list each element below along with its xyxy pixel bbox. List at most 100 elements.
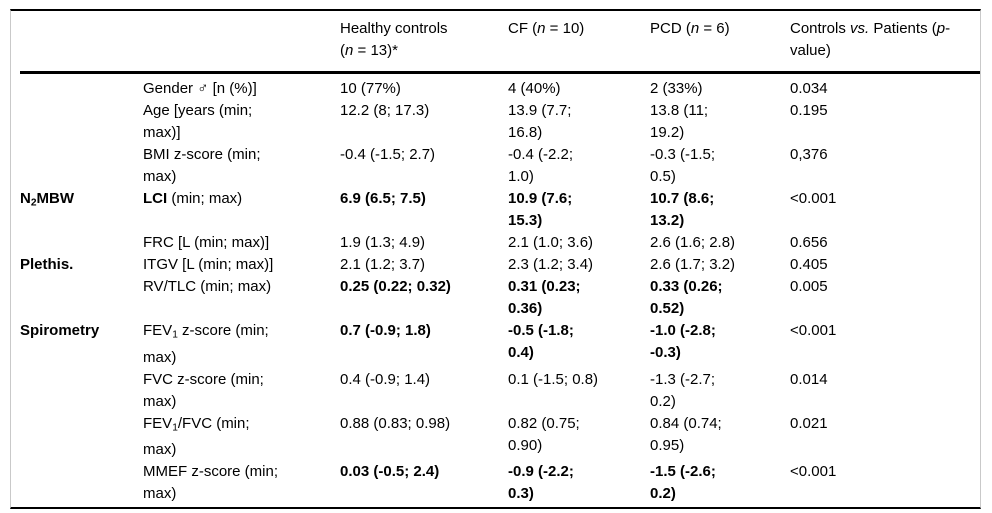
cell-pcd: 0.84 (0.74; 0.95)	[650, 413, 790, 462]
cell-healthy-controls: 0.03 (-0.5; 2.4)	[340, 461, 508, 505]
text-segment: 0.84 (0.74; 0.95)	[650, 414, 722, 454]
cell-pcd: -1.5 (-2.6; 0.2)	[650, 461, 790, 505]
cell-p-value: <0.001	[790, 461, 980, 505]
cell-group-label	[20, 144, 143, 188]
cell-p-value: <0.001	[790, 320, 980, 369]
text-segment: FRC [L (min; max)]	[143, 234, 270, 251]
cell-p-value: 0.656	[790, 232, 980, 254]
text-segment: 2.3 (1.2; 3.4)	[508, 256, 594, 273]
cell-parameter: FVC z-score (min; max)	[143, 369, 340, 413]
cell-pcd: 2.6 (1.7; 3.2)	[650, 254, 790, 276]
text-segment: <0.001	[790, 190, 837, 207]
text-segment: 4 (40%)	[508, 80, 561, 97]
text-segment: p	[936, 20, 946, 37]
column-header-healthy: Healthy controls (n = 13)*	[340, 18, 508, 62]
text-segment: 0.021	[790, 414, 828, 432]
text-segment: LCI	[143, 190, 168, 207]
subscript-text: 1	[172, 422, 178, 434]
subscript-text: 1	[172, 329, 178, 341]
table-row: Age [years (min; max)] 12.2 (8; 17.3) 13.9…	[20, 100, 980, 144]
cell-cf: 4 (40%)	[508, 78, 650, 100]
cell-parameter: FEV1 z-score (min; max)	[143, 320, 340, 369]
text-segment: -0.5 (-1.8; 0.4)	[508, 322, 574, 361]
cell-healthy-controls: 2.1 (1.2; 3.7)	[340, 254, 508, 276]
text-segment: Spirometry	[20, 322, 100, 339]
text-segment: 0.33 (0.26; 0.52)	[650, 278, 723, 317]
table-row: BMI z-score (min; max) -0.4 (-1.5; 2.7) -0…	[20, 144, 980, 188]
text-segment: Controls	[790, 20, 851, 37]
text-segment: 12.2 (8; 17.3)	[340, 102, 430, 119]
text-segment: BMI z-score (min; max)	[143, 146, 261, 185]
text-segment: 0.4 (-0.9; 1.4)	[340, 370, 431, 388]
text-segment: Healthy controls (	[340, 20, 448, 59]
cell-p-value: 0.034	[790, 78, 980, 100]
text-segment: 10.7 (8.6; 13.2)	[650, 190, 715, 229]
text-segment: Age [years (min; max)]	[143, 102, 253, 141]
table-body: Gender ♂ [n (%)] 10 (77%) 4 (40%) 2 (33%) 0.…	[20, 74, 980, 507]
text-segment: -0.9 (-2.2; 0.3)	[508, 463, 574, 503]
text-segment: -0.3 (-1.5; 0.5)	[650, 146, 716, 185]
cell-group-label	[20, 100, 143, 144]
text-segment: 0.25 (0.22; 0.32)	[340, 278, 451, 295]
cell-healthy-controls: 0.4 (-0.9; 1.4)	[340, 369, 508, 413]
cell-healthy-controls: 12.2 (8; 17.3)	[340, 100, 508, 144]
text-segment: -1.5 (-2.6; 0.2)	[650, 463, 716, 503]
text-segment: ITGV [L (min; max)]	[143, 256, 274, 273]
text-segment: FVC z-score (min; max)	[143, 370, 264, 410]
cell-parameter: RV/TLC (min; max)	[143, 276, 340, 320]
cell-group-label	[20, 369, 143, 413]
text-segment: 0.656	[790, 234, 828, 251]
table-row: MMEF z-score (min; max) 0.03 (-0.5; 2.4) -…	[20, 461, 980, 505]
cell-p-value: 0.021	[790, 413, 980, 462]
text-segment: 2.1 (1.0; 3.6)	[508, 234, 594, 251]
column-header-pcd: PCD (n = 6)	[650, 18, 790, 62]
text-segment: CF (	[508, 20, 538, 37]
cell-healthy-controls: 1.9 (1.3; 4.9)	[340, 232, 508, 254]
table-row: N2MBW LCI (min; max) 6.9 (6.5; 7.5) 10.9 (7…	[20, 188, 980, 232]
text-segment: 0,376	[790, 146, 828, 163]
column-header-pvalue: Controls vs. Patients (p- value)	[790, 18, 980, 62]
cell-group-label	[20, 78, 143, 100]
text-segment: MBW	[36, 190, 75, 207]
cell-cf: 10.9 (7.6; 15.3)	[508, 188, 650, 232]
text-segment: 0.195	[790, 102, 828, 119]
cell-p-value: <0.001	[790, 188, 980, 232]
cell-pcd: -0.3 (-1.5; 0.5)	[650, 144, 790, 188]
cell-group-label	[20, 461, 143, 505]
cell-group-label	[20, 276, 143, 320]
text-segment: n	[690, 20, 700, 37]
cell-group-label: N2MBW	[20, 188, 143, 232]
text-segment: 10 (77%)	[340, 80, 401, 97]
cell-cf: -0.9 (-2.2; 0.3)	[508, 461, 650, 505]
text-segment: 0.034	[790, 80, 828, 97]
text-segment: 6.9 (6.5; 7.5)	[340, 190, 426, 207]
subscript-text: 2	[30, 197, 37, 209]
text-segment: 0.005	[790, 278, 828, 295]
cell-parameter: FEV1/FVC (min; max)	[143, 413, 340, 462]
text-segment: <0.001	[790, 322, 837, 339]
cell-cf: 2.3 (1.2; 3.4)	[508, 254, 650, 276]
cell-p-value: 0.014	[790, 369, 980, 413]
text-segment: <0.001	[790, 463, 837, 481]
table-row: RV/TLC (min; max) 0.25 (0.22; 0.32) 0.31 (…	[20, 276, 980, 320]
cell-cf: 0.82 (0.75; 0.90)	[508, 413, 650, 462]
cell-pcd: -1.3 (-2.7; 0.2)	[650, 369, 790, 413]
cell-pcd: 2 (33%)	[650, 78, 790, 100]
text-segment: 10.9 (7.6; 15.3)	[508, 190, 573, 229]
table-row: FRC [L (min; max)] 1.9 (1.3; 4.9) 2.1 (1.0…	[20, 232, 980, 254]
text-segment: -0.4 (-1.5; 2.7)	[340, 146, 436, 163]
cell-p-value: 0.005	[790, 276, 980, 320]
text-segment: z-score (min; max)	[143, 322, 269, 366]
text-segment: -1.3 (-2.7; 0.2)	[650, 370, 716, 410]
cell-cf: 13.9 (7.7; 16.8)	[508, 100, 650, 144]
cell-group-label: Plethis.	[20, 254, 143, 276]
text-segment: 0.014	[790, 370, 828, 388]
text-segment: MMEF z-score (min; max)	[143, 463, 278, 503]
cell-parameter: FRC [L (min; max)]	[143, 232, 340, 254]
column-header-group	[20, 18, 143, 62]
cell-group-label	[20, 413, 143, 462]
text-segment: n	[537, 20, 546, 37]
text-segment: = 10)	[545, 20, 585, 37]
table-row: Gender ♂ [n (%)] 10 (77%) 4 (40%) 2 (33%) 0.…	[20, 78, 980, 100]
text-segment: -1.0 (-2.8; -0.3)	[650, 322, 716, 361]
